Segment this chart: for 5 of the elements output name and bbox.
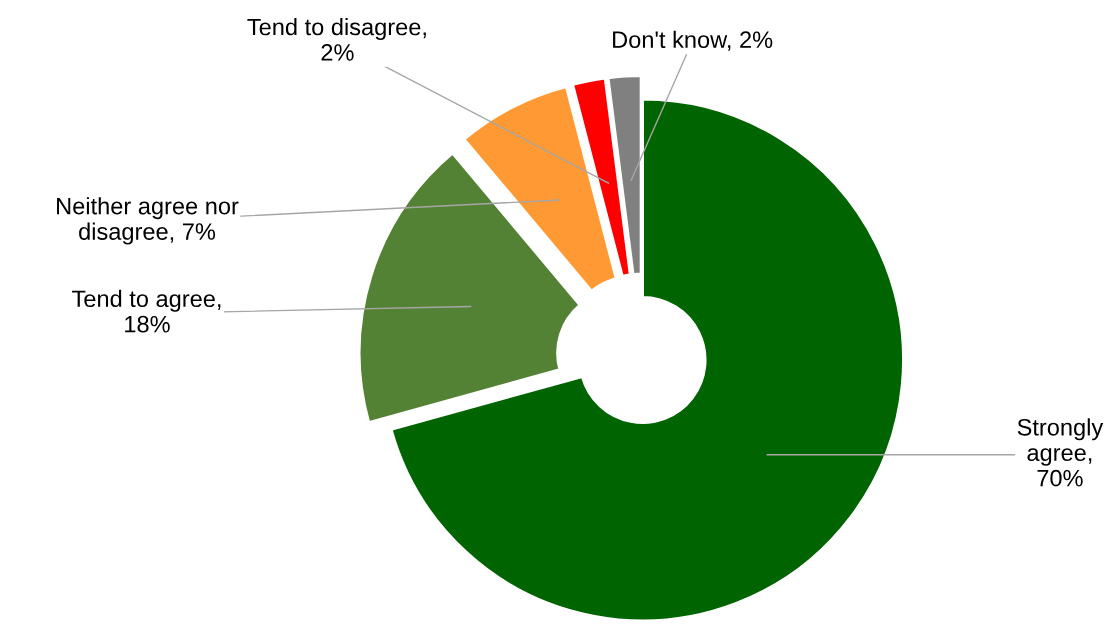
slice-label: Don't know, 2% xyxy=(613,30,773,51)
slice-label: Neither agree nor disagree, 7% xyxy=(57,197,239,245)
slice-label: Tend to agree, 18% xyxy=(72,289,221,333)
slice-label: Strongly agree, 70% xyxy=(1017,418,1104,487)
slice-label: Tend to disagree, 2% xyxy=(247,18,426,61)
